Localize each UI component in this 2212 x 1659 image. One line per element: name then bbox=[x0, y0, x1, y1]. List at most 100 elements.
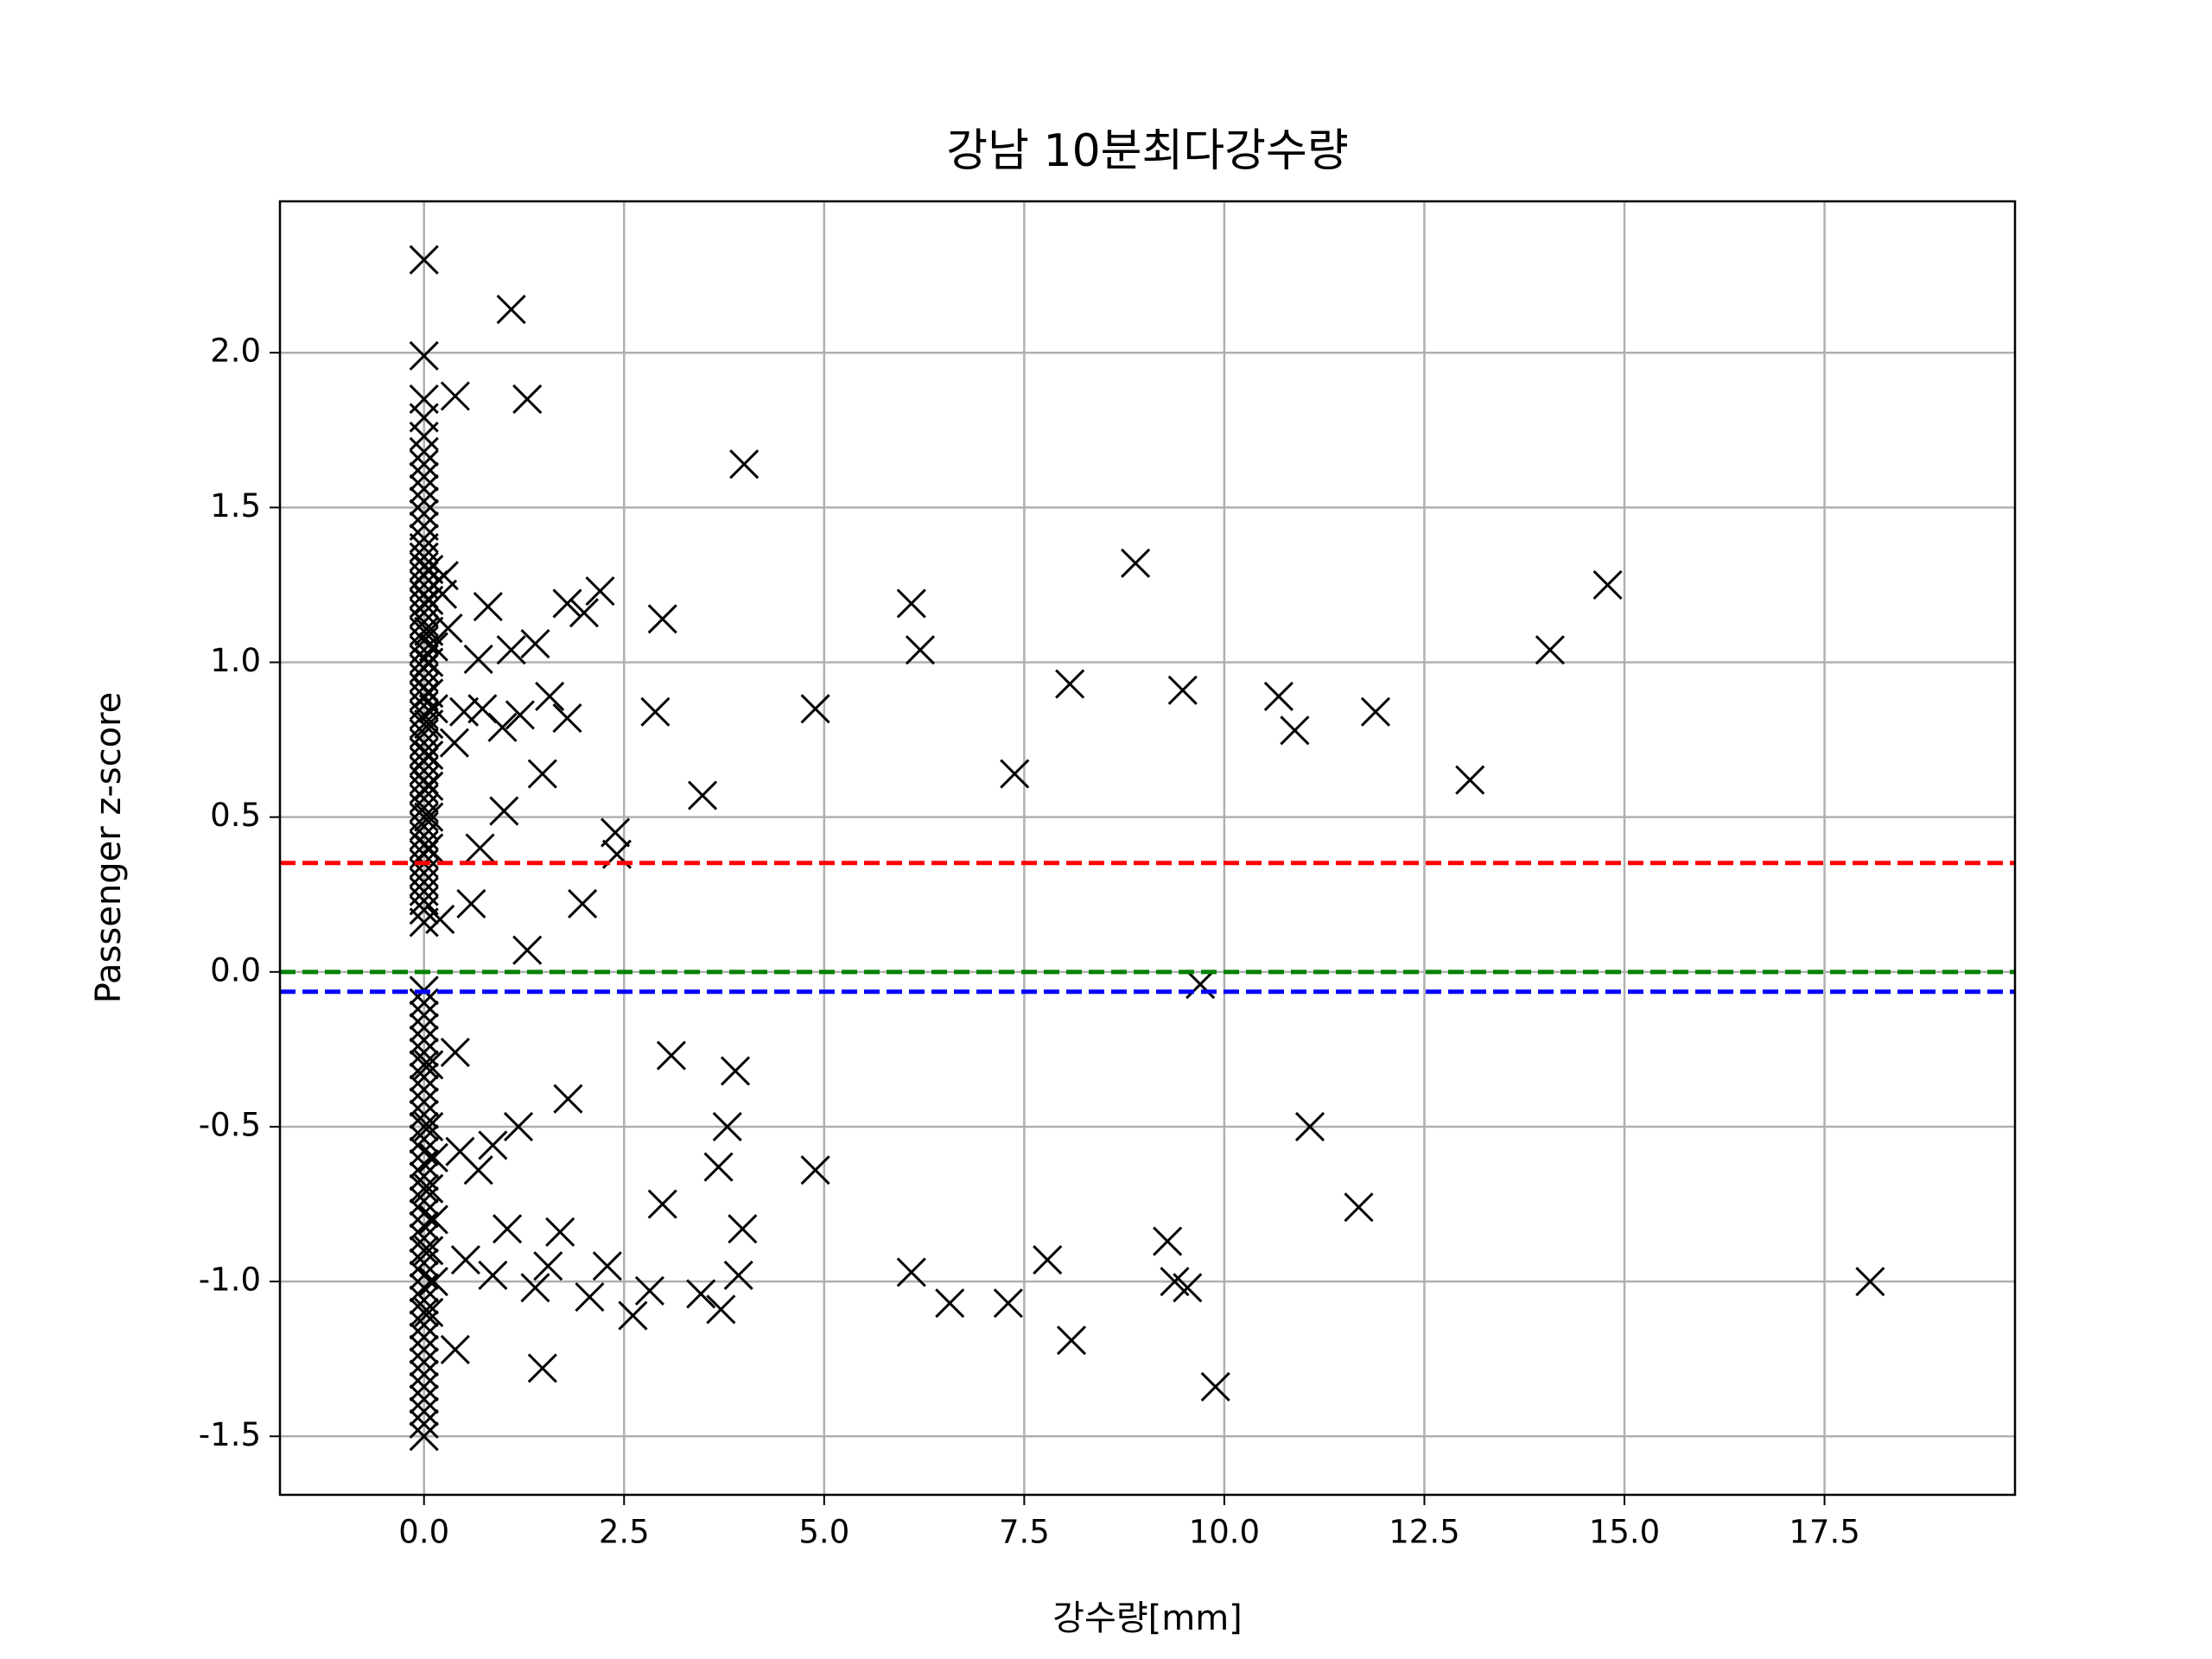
point bbox=[585, 576, 615, 607]
point bbox=[634, 1275, 664, 1306]
point bbox=[467, 694, 498, 724]
point bbox=[409, 1074, 439, 1105]
point bbox=[1153, 1226, 1183, 1256]
x-tick-label: 0.0 bbox=[398, 1514, 449, 1551]
x-axis-label: 강수량[mm] bbox=[1052, 1599, 1243, 1638]
point bbox=[409, 1025, 439, 1055]
point bbox=[409, 1347, 439, 1377]
point bbox=[535, 681, 565, 711]
point bbox=[568, 888, 598, 919]
point bbox=[1185, 969, 1216, 1000]
point bbox=[463, 644, 493, 674]
point bbox=[409, 1408, 439, 1440]
point bbox=[409, 886, 439, 916]
point bbox=[414, 1297, 444, 1328]
point bbox=[440, 1037, 470, 1068]
point bbox=[478, 1260, 508, 1291]
point bbox=[463, 1155, 493, 1185]
point bbox=[414, 1050, 444, 1080]
point bbox=[712, 1111, 742, 1142]
point bbox=[409, 436, 439, 467]
point bbox=[1360, 696, 1391, 727]
point bbox=[552, 588, 582, 619]
point bbox=[409, 1136, 439, 1166]
point bbox=[1173, 1273, 1203, 1303]
point bbox=[409, 1421, 439, 1452]
point bbox=[409, 1198, 439, 1229]
point bbox=[409, 1260, 439, 1291]
point bbox=[1344, 1192, 1374, 1223]
point bbox=[409, 486, 439, 517]
point bbox=[569, 598, 600, 628]
point bbox=[1294, 1111, 1325, 1142]
point bbox=[409, 421, 439, 452]
point bbox=[527, 759, 557, 789]
x-tick-label: 2.5 bbox=[599, 1514, 650, 1551]
point bbox=[450, 1244, 480, 1275]
x-tick-label: 15.0 bbox=[1589, 1514, 1660, 1551]
point bbox=[496, 635, 526, 665]
point bbox=[492, 1214, 523, 1244]
point bbox=[433, 613, 463, 644]
y-tick-label: 0.0 bbox=[210, 951, 261, 988]
y-tick-label: 1.0 bbox=[210, 642, 261, 679]
point bbox=[520, 1273, 550, 1303]
point bbox=[1200, 1371, 1230, 1402]
point bbox=[505, 700, 535, 730]
point bbox=[520, 628, 550, 659]
point bbox=[905, 635, 936, 665]
point bbox=[409, 1334, 439, 1365]
point bbox=[703, 1152, 734, 1182]
y-tick-label: 1.5 bbox=[210, 487, 261, 524]
point bbox=[545, 1217, 575, 1247]
point bbox=[409, 1297, 439, 1328]
x-tick-label: 17.5 bbox=[1789, 1514, 1859, 1551]
point bbox=[1535, 635, 1565, 665]
point bbox=[575, 1281, 605, 1313]
y-tick-label: -0.5 bbox=[199, 1106, 261, 1143]
point bbox=[414, 616, 444, 646]
point bbox=[414, 833, 444, 863]
point bbox=[896, 1257, 926, 1287]
point bbox=[409, 1396, 439, 1427]
point bbox=[409, 245, 439, 275]
point bbox=[418, 694, 448, 724]
point bbox=[489, 796, 519, 826]
point bbox=[456, 888, 486, 919]
point bbox=[409, 340, 439, 371]
y-axis-label: Passenger z-score bbox=[89, 692, 129, 1004]
point bbox=[414, 678, 444, 709]
point bbox=[800, 1155, 830, 1185]
point bbox=[687, 780, 718, 810]
point bbox=[409, 474, 439, 504]
plot-frame bbox=[278, 200, 2017, 1497]
point bbox=[592, 1251, 622, 1281]
point bbox=[409, 1050, 439, 1080]
point bbox=[409, 461, 439, 492]
point bbox=[418, 632, 448, 662]
point bbox=[409, 511, 439, 541]
chart-title: 강남 10분최다강수량 bbox=[946, 125, 1348, 177]
point bbox=[496, 294, 526, 325]
point bbox=[414, 802, 444, 832]
y-tick-label: 2.0 bbox=[210, 333, 261, 370]
point bbox=[414, 1236, 444, 1266]
point bbox=[414, 740, 444, 771]
point bbox=[440, 381, 470, 411]
point bbox=[414, 554, 444, 585]
point bbox=[1121, 548, 1151, 578]
point bbox=[896, 588, 926, 619]
point bbox=[729, 449, 760, 480]
y-tick-label: -1.5 bbox=[199, 1416, 261, 1453]
point bbox=[465, 833, 495, 863]
point bbox=[409, 1000, 439, 1031]
point bbox=[439, 728, 469, 758]
point bbox=[1263, 681, 1294, 711]
point bbox=[640, 696, 671, 727]
point bbox=[527, 1353, 557, 1383]
point bbox=[800, 694, 830, 724]
point bbox=[1592, 569, 1623, 601]
point bbox=[448, 696, 480, 727]
